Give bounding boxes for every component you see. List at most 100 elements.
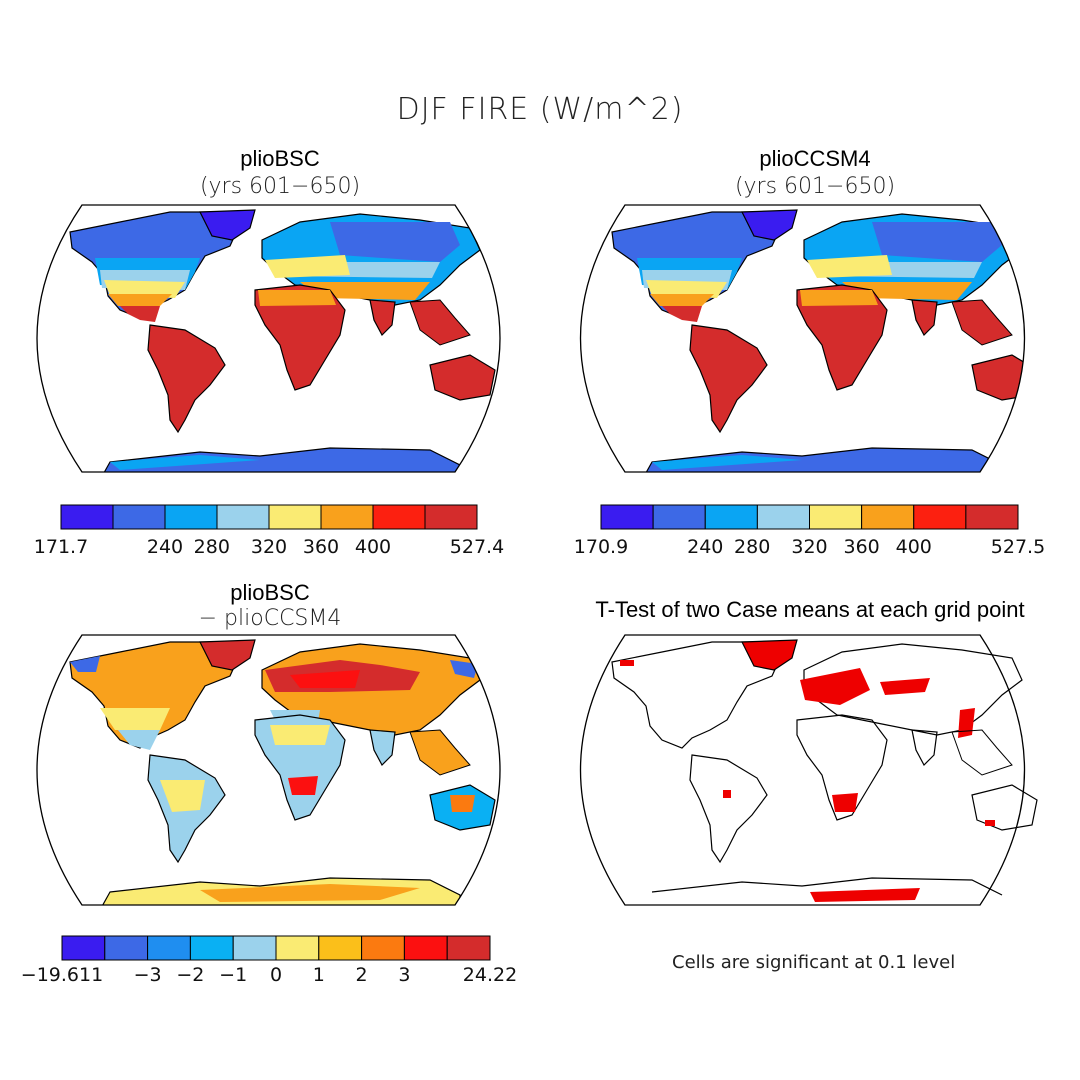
colorbar-2-tick-label: 24.22 (462, 964, 518, 986)
colorbar-top-left (60, 504, 478, 530)
colorbar-0-swatch-1 (112, 504, 166, 530)
panel1-frame (36, 204, 501, 473)
colorbar-1-tick-label: 400 (895, 536, 932, 558)
panel4-south-asia (911, 729, 938, 766)
colorbar-1-swatch-6 (913, 504, 967, 530)
panel1-europe (265, 255, 350, 278)
colorbar-0-tick-label: 240 (146, 536, 184, 558)
panel3-subtitle: − plioCCSM4 (198, 606, 342, 631)
panel2-central-america (662, 306, 702, 322)
panel4-title: T-Test of two Case means at each grid po… (595, 597, 1025, 622)
colorbar-0-tick-label: 280 (193, 536, 230, 558)
significance-note: Cells are significant at 0.1 level (672, 952, 956, 973)
colorbar-1-tick-label: 170.9 (573, 536, 629, 558)
panel1-map (37, 205, 500, 472)
colorbar-2-swatch-5 (275, 935, 320, 961)
colorbar-0-tick-label: 527.4 (449, 536, 505, 558)
panel3-antarctica-warm (200, 884, 420, 902)
colorbar-1-tick-label: 527.5 (990, 536, 1046, 558)
panel2-subtitle: (yrs 601−650) (734, 174, 896, 199)
colorbar-1-tick-label: 360 (843, 536, 880, 558)
panel3-na-south (100, 708, 170, 730)
panel4-sa-signif (723, 790, 731, 798)
panel2-south-america (689, 324, 768, 434)
panel2-frame (579, 204, 1026, 473)
panel4-europe-signif (800, 668, 870, 705)
panel4-south-africa-signif (832, 793, 858, 812)
panel1-sahara (258, 290, 336, 306)
panel3-europe-core (290, 670, 360, 688)
panel2-title: plioCCSM4 (759, 146, 871, 171)
colorbar-bottom-left (61, 935, 491, 961)
colorbar-2-swatch-1 (104, 935, 149, 961)
colorbar-0-swatch-7 (424, 504, 478, 530)
colorbar-top-right (600, 504, 1019, 530)
colorbar-0-swatch-6 (372, 504, 426, 530)
colorbar-0-swatch-3 (216, 504, 270, 530)
panel2-sahara (800, 290, 878, 306)
panel4-africa (796, 714, 888, 821)
panel2-se-asia (951, 299, 1013, 346)
colorbar-0-swatch-2 (164, 504, 218, 530)
colorbar-1-tick-label: 320 (791, 536, 828, 558)
colorbar-2-swatch-8 (403, 935, 448, 961)
panel3-central-america (118, 730, 160, 750)
colorbar-1-swatch-0 (600, 504, 654, 530)
colorbar-2-swatch-9 (446, 935, 491, 961)
panel1-se-asia (409, 299, 471, 346)
panel3-south-asia (369, 729, 396, 766)
panel1-central-america (120, 306, 160, 322)
figure-title: DJF FIRE (W/m^2) (396, 92, 684, 127)
colorbar-1-tick-label: 280 (734, 536, 771, 558)
colorbar-2-tick-label: 1 (312, 964, 325, 986)
colorbar-2-tick-label: −2 (176, 964, 205, 986)
panel2-siberia (872, 222, 1002, 262)
panel2-map (580, 205, 1025, 472)
panel3-title: plioBSC (230, 580, 310, 605)
panel4-alaska-signif (620, 660, 634, 666)
colorbar-1-tick-label: 240 (687, 536, 724, 558)
colorbar-0-swatch-5 (320, 504, 374, 530)
panel4-se-asia (951, 729, 1013, 776)
panel4-greenland (741, 639, 798, 671)
panel1-siberia (330, 222, 460, 262)
colorbar-1-swatch-3 (756, 504, 810, 530)
colorbar-0-swatch-4 (268, 504, 322, 530)
panel1-greenland (199, 209, 256, 241)
colorbar-2-tick-label: −1 (219, 964, 248, 986)
colorbar-0-tick-label: 360 (302, 536, 340, 558)
panel3-australia-center (450, 795, 475, 812)
panel2-south-asia (911, 299, 938, 336)
panel3-frame (36, 634, 501, 906)
colorbar-2-tick-label: 0 (269, 964, 283, 986)
panel4-frame (579, 634, 1026, 906)
panel1-subtitle: (yrs 601−650) (199, 174, 361, 199)
panel4-australia (971, 784, 1038, 831)
colorbar-2-swatch-2 (147, 935, 191, 961)
colorbar-2-tick-label: 3 (398, 964, 411, 986)
panel3-alaska (70, 656, 100, 672)
colorbar-1-swatch-1 (652, 504, 706, 530)
colorbar-2-swatch-0 (61, 935, 106, 961)
panel4-south-america (689, 754, 768, 864)
colorbar-2-swatch-7 (361, 935, 405, 961)
panel1-na-band (104, 280, 185, 298)
panel4-antarctica-signif (810, 888, 920, 902)
panel3-sa-center (160, 780, 205, 812)
colorbar-0-swatch-0 (60, 504, 114, 530)
colorbar-2-tick-label: −3 (133, 964, 162, 986)
colorbar-0-tick-label: 400 (354, 536, 392, 558)
colorbar-1-swatch-7 (965, 504, 1019, 530)
panel1-australia (429, 354, 496, 401)
panel4-antarctica (651, 877, 1003, 896)
colorbar-0-tick-label: 320 (250, 536, 288, 558)
panel2-greenland (741, 209, 798, 241)
panel3-map (37, 635, 500, 905)
colorbar-2-swatch-6 (318, 935, 363, 961)
panel2-antarctica-edge (652, 455, 802, 470)
colorbar-2-tick-label: −19.611 (20, 964, 104, 986)
panel4-asia-signif (880, 678, 930, 695)
colorbar-1-swatch-2 (704, 504, 758, 530)
panel3-greenland (199, 639, 256, 671)
